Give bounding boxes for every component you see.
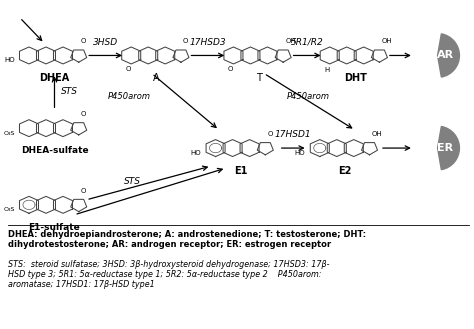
Text: STS: STS	[62, 87, 78, 96]
Text: AR: AR	[437, 50, 454, 61]
Text: HO: HO	[4, 58, 15, 63]
Text: P450arom: P450arom	[108, 92, 150, 101]
Text: ER: ER	[437, 143, 453, 153]
Text: OH: OH	[372, 131, 382, 137]
Text: O: O	[81, 38, 86, 44]
Text: O: O	[81, 111, 86, 117]
Text: O: O	[126, 65, 131, 72]
Text: DHEA-sulfate: DHEA-sulfate	[21, 146, 88, 155]
Text: 5R1/R2: 5R1/R2	[291, 38, 323, 46]
Text: P450arom: P450arom	[287, 92, 330, 101]
Text: O₃S: O₃S	[3, 131, 15, 136]
Text: HO: HO	[191, 150, 201, 156]
Text: OH: OH	[382, 38, 392, 44]
Wedge shape	[438, 34, 459, 77]
Text: E1: E1	[234, 166, 248, 176]
Text: T: T	[256, 73, 262, 83]
Text: 17HSD1: 17HSD1	[275, 130, 311, 139]
Text: HO: HO	[295, 150, 305, 156]
Text: DHEA: dehydroepiandrosterone; A: androstenedione; T: testosterone; DHT:
dihydrot: DHEA: dehydroepiandrosterone; A: androst…	[8, 230, 366, 249]
Text: DHEA: DHEA	[39, 73, 70, 83]
Text: H: H	[324, 67, 329, 73]
Wedge shape	[438, 126, 459, 170]
Text: STS:  steroid sulfatase; 3HSD: 3β-hydroxysteroid dehydrogenase; 17HSD3: 17β-
HSD: STS: steroid sulfatase; 3HSD: 3β-hydroxy…	[8, 260, 329, 290]
Text: O: O	[183, 38, 188, 44]
Text: 17HSD3: 17HSD3	[190, 38, 226, 46]
Text: A: A	[154, 73, 160, 83]
Text: O: O	[267, 131, 273, 137]
Text: O₃S: O₃S	[3, 207, 15, 212]
Text: E1-sulfate: E1-sulfate	[28, 223, 81, 232]
Text: 3HSD: 3HSD	[93, 38, 118, 46]
Text: STS: STS	[124, 177, 141, 186]
Text: E2: E2	[338, 166, 352, 176]
Text: OH: OH	[285, 38, 296, 44]
Text: O: O	[81, 188, 86, 194]
Text: DHT: DHT	[344, 73, 367, 83]
Text: O: O	[228, 65, 233, 72]
